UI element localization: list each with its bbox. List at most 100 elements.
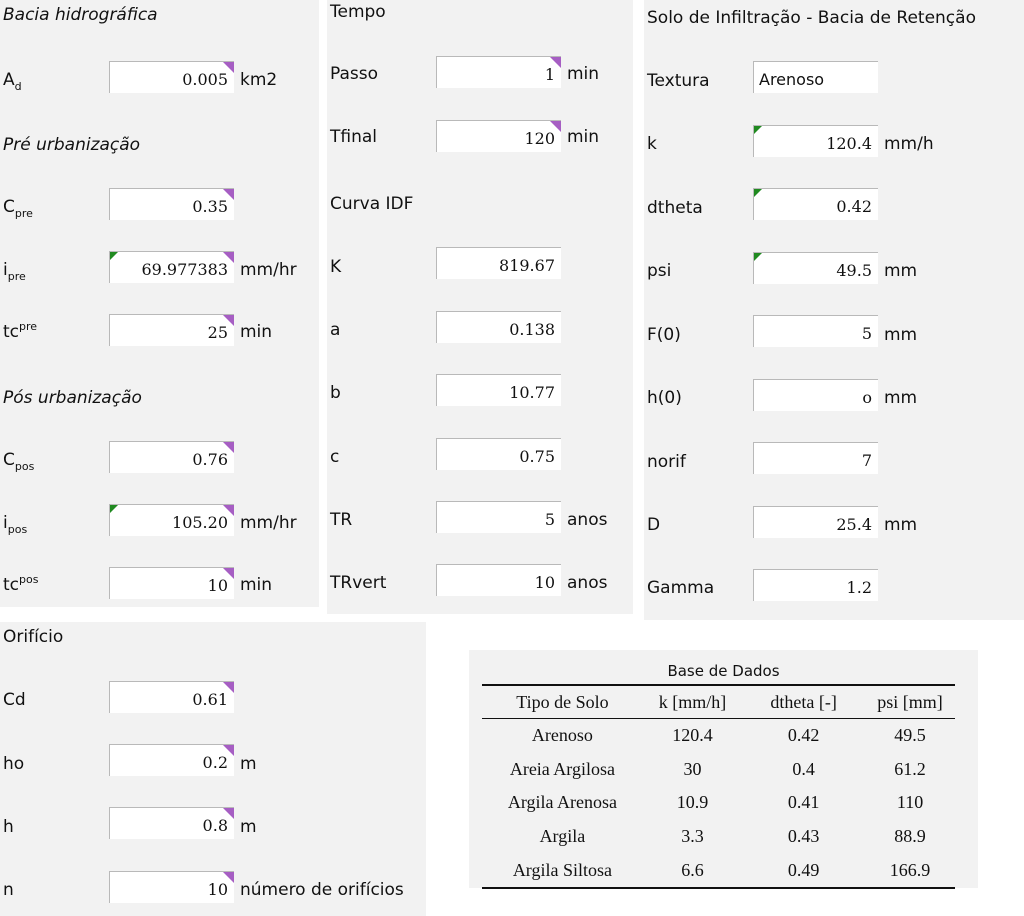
n-input[interactable]: 10: [109, 871, 234, 903]
tfinal-unit: min: [567, 127, 600, 147]
f0-label: F(0): [647, 325, 681, 345]
norif-input[interactable]: 7: [753, 442, 878, 474]
cell-psi: 88.9: [894, 826, 926, 847]
header-psi: psi [mm]: [865, 684, 955, 719]
psi-label: psi: [647, 261, 672, 281]
ipos-unit: mm/hr: [240, 513, 297, 533]
cpos-input[interactable]: 0.76: [109, 441, 234, 473]
tempo-title: Tempo: [330, 2, 386, 22]
tr-label: TR: [330, 510, 353, 530]
c-input[interactable]: 0.75: [436, 438, 561, 470]
d-unit: mm: [884, 515, 918, 535]
comment-marker: [223, 872, 234, 883]
b-input[interactable]: 10.77: [436, 374, 561, 406]
h0-input[interactable]: o: [753, 379, 878, 411]
cell-k: 10.9: [676, 792, 709, 813]
tr-input[interactable]: 5: [436, 501, 561, 533]
h0-label: h(0): [647, 388, 682, 408]
h-label: h: [3, 817, 14, 837]
dtheta-input[interactable]: 0.42: [753, 188, 878, 220]
cell-psi: 49.5: [894, 725, 926, 746]
bacia-title: Bacia hidrográfica: [3, 5, 158, 25]
cell-tipo: Arenoso: [531, 725, 593, 746]
psi-unit: mm: [884, 261, 918, 281]
passo-unit: min: [567, 64, 600, 84]
cell-psi: 166.9: [865, 853, 955, 889]
solo-k-unit: mm/h: [884, 134, 934, 154]
error-marker: [754, 253, 762, 261]
ho-label: ho: [3, 754, 25, 774]
tcpre-unit: min: [240, 322, 273, 342]
solo-panel: Solo de Infiltração - Bacia de Retenção …: [644, 0, 1024, 620]
cd-label: Cd: [3, 690, 26, 710]
header-tipo: Tipo de Solo: [482, 684, 643, 719]
trvert-input[interactable]: 10: [436, 564, 561, 596]
norif-label: norif: [647, 452, 686, 472]
cpos-label: Cpos: [3, 450, 35, 473]
ipos-label: ipos: [3, 513, 28, 536]
ipre-label: ipre: [3, 260, 26, 283]
comment-marker: [550, 57, 561, 68]
pos-title: Pós urbanização: [3, 388, 142, 408]
k-label: K: [330, 257, 342, 277]
cell-tipo: Argila Siltosa: [482, 853, 643, 889]
cpre-input[interactable]: 0.35: [109, 188, 234, 220]
cell-tipo: Argila: [539, 826, 586, 847]
comment-marker: [223, 442, 234, 453]
cell-dtheta: 0.4: [792, 758, 815, 779]
tcpos-input[interactable]: 10: [109, 567, 234, 599]
idf-title: Curva IDF: [330, 194, 414, 214]
ipre-unit: mm/hr: [240, 260, 297, 280]
tfinal-label: Tfinal: [330, 127, 378, 147]
tcpre-input[interactable]: 25: [109, 314, 234, 346]
error-marker: [754, 126, 762, 134]
cell-k: 30: [683, 758, 702, 779]
comment-marker: [223, 315, 234, 326]
table-header-row: Tipo de Solo k [mm/h] dtheta [-] psi [mm…: [482, 684, 955, 719]
cell-dtheta: 0.42: [787, 725, 820, 746]
cell-k: 120.4: [672, 725, 713, 746]
comment-marker: [223, 62, 234, 73]
f0-input[interactable]: 5: [753, 315, 878, 347]
b-label: b: [330, 383, 341, 403]
gamma-label: Gamma: [647, 578, 715, 598]
solo-k-label: k: [647, 134, 657, 154]
bacia-panel: Bacia hidrográfica Ad 0.005 km2 Pré urba…: [0, 0, 319, 607]
table-row: Areia Argilosa 30 0.4 61.2: [482, 753, 955, 787]
comment-marker: [223, 682, 234, 693]
ho-input[interactable]: 0.2: [109, 744, 234, 776]
k-input[interactable]: 819.67: [436, 247, 561, 279]
f0-unit: mm: [884, 325, 918, 345]
cell-psi: 110: [896, 792, 924, 813]
ho-unit: m: [240, 754, 257, 774]
comment-marker: [223, 189, 234, 200]
database-title: Base de Dados: [667, 662, 780, 680]
table-row: Argila 3.3 0.43 88.9: [482, 820, 955, 854]
tcpos-label: tcpos: [3, 573, 39, 595]
passo-input[interactable]: 1: [436, 56, 561, 88]
a-input[interactable]: 0.138: [436, 311, 561, 343]
cd-input[interactable]: 0.61: [109, 681, 234, 713]
textura-label: Textura: [647, 71, 710, 91]
solo-k-input[interactable]: 120.4: [753, 125, 878, 157]
h-input[interactable]: 0.8: [109, 807, 234, 839]
table-row: Argila Siltosa 6.6 0.49 166.9: [482, 853, 955, 889]
tempo-panel: Tempo Passo 1 min Tfinal 120 min Curva I…: [327, 0, 633, 614]
database-panel: Base de Dados Tipo de Solo k [mm/h] dthe…: [469, 650, 978, 889]
ad-input[interactable]: 0.005: [109, 61, 234, 93]
d-input[interactable]: 25.4: [753, 506, 878, 538]
header-dtheta: dtheta [-]: [742, 684, 866, 719]
textura-select[interactable]: Arenoso: [753, 61, 878, 93]
comment-marker: [223, 252, 234, 263]
table-row: Arenoso 120.4 0.42 49.5: [482, 719, 955, 753]
psi-input[interactable]: 49.5: [753, 252, 878, 284]
database-table: Tipo de Solo k [mm/h] dtheta [-] psi [mm…: [482, 684, 955, 889]
gamma-input[interactable]: 1.2: [753, 569, 878, 601]
trvert-unit: anos: [567, 573, 608, 593]
ipre-input[interactable]: 69.977383: [109, 251, 234, 283]
comment-marker: [223, 505, 234, 516]
tcpos-unit: min: [240, 575, 273, 595]
tfinal-input[interactable]: 120: [436, 120, 561, 152]
cell-tipo: Areia Argilosa: [509, 758, 615, 779]
ipos-input[interactable]: 105.20: [109, 504, 234, 536]
